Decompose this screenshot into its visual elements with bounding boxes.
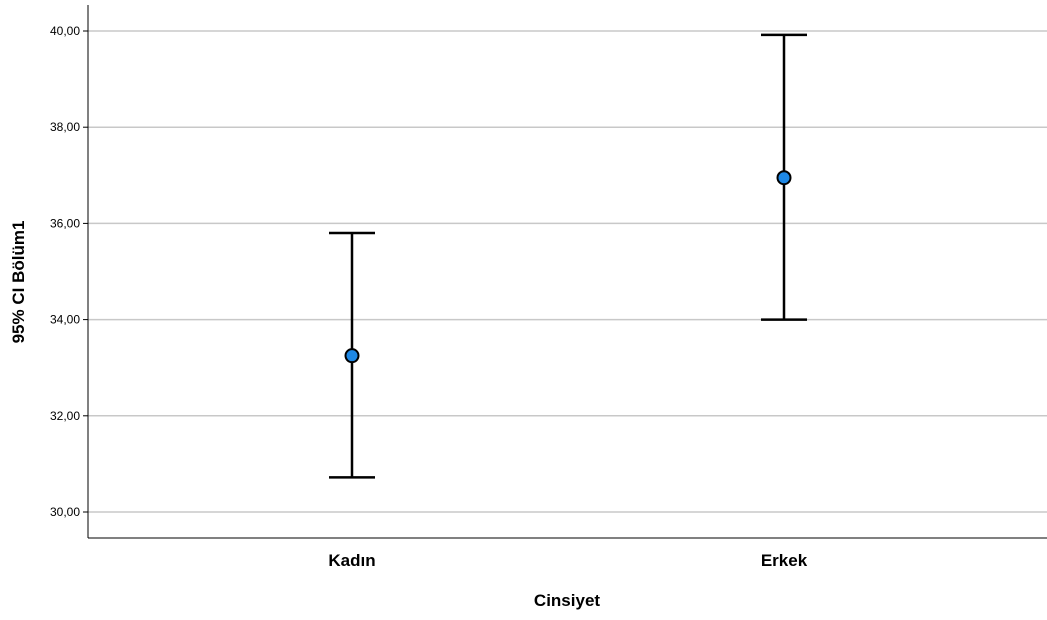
y-tick-label: 38,00 [50, 120, 80, 134]
error-bar-group [329, 231, 375, 479]
y-tick-label: 36,00 [50, 216, 80, 230]
x-axis-title: Cinsiyet [534, 591, 600, 610]
error-bar-group [761, 33, 807, 321]
x-tick-label: Erkek [761, 551, 808, 570]
error-bars [329, 33, 807, 479]
y-tick-label: 40,00 [50, 24, 80, 38]
y-tick-label: 30,00 [50, 505, 80, 519]
y-axis-ticks: 30,00 32,00 34,00 36,00 38,00 40,00 [50, 24, 88, 519]
x-axis-tick-labels: Kadın Erkek [328, 551, 807, 570]
mean-point [776, 170, 792, 186]
y-tick-label: 34,00 [50, 313, 80, 327]
y-axis-title: 95% CI Bölüm1 [9, 221, 28, 344]
y-tick-label: 32,00 [50, 409, 80, 423]
mean-point [344, 348, 360, 364]
x-tick-label: Kadın [328, 551, 375, 570]
gridlines [88, 30, 1047, 513]
